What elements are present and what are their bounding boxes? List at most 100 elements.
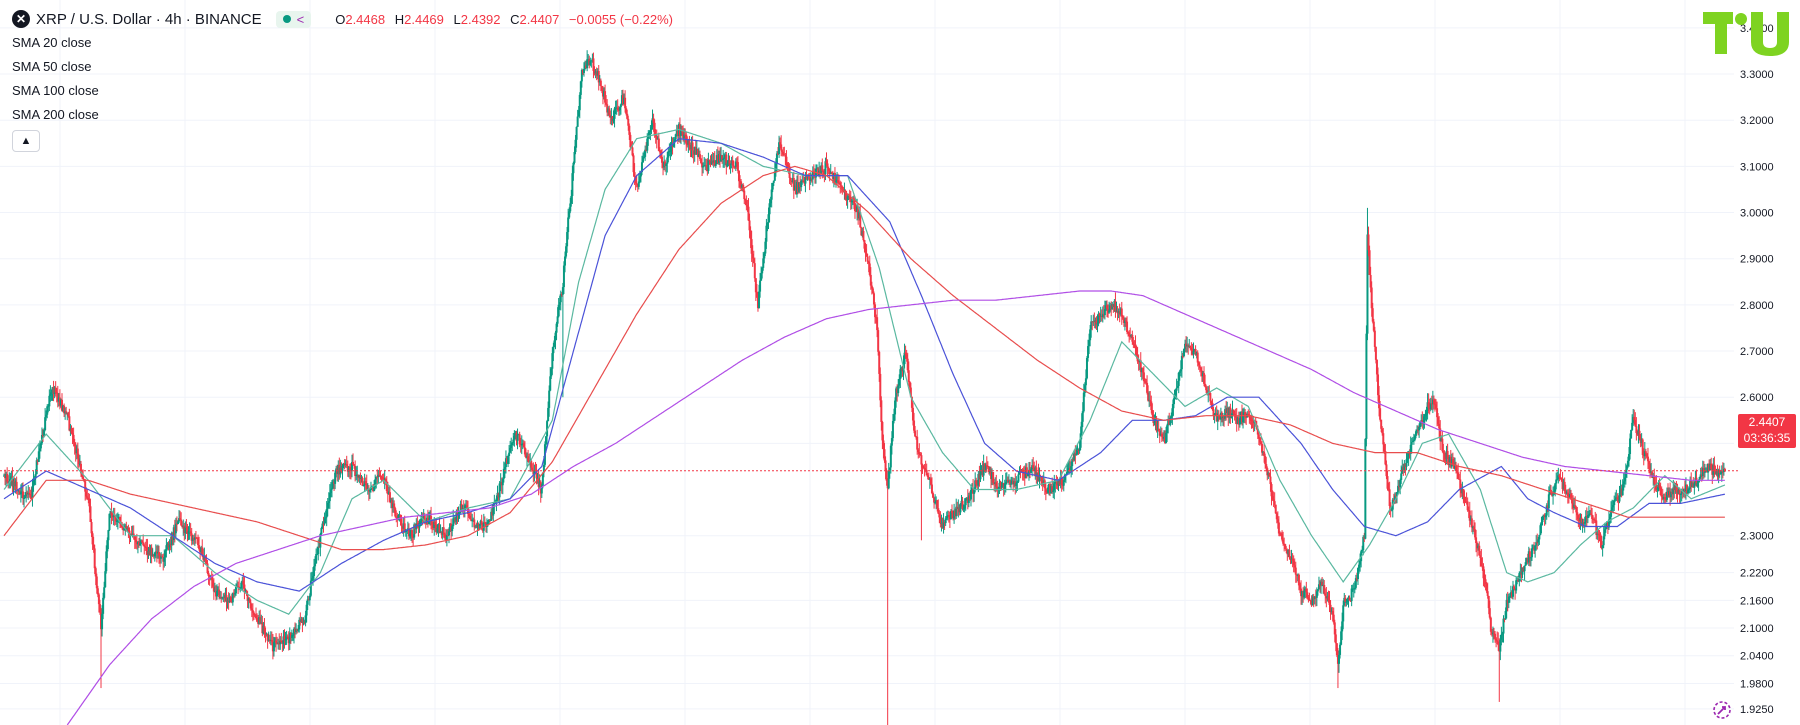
candle-body xyxy=(176,521,179,525)
candle-body xyxy=(217,589,220,591)
x-close-icon[interactable]: ✕ xyxy=(12,10,30,28)
candle-body xyxy=(208,575,211,579)
candle-body xyxy=(353,464,356,466)
candle-body xyxy=(300,619,303,622)
candle-body xyxy=(1138,360,1141,362)
candle-body xyxy=(1403,463,1406,470)
candle-body xyxy=(1421,420,1424,424)
candle-body xyxy=(1154,420,1157,422)
candle-body xyxy=(1339,644,1342,655)
candle-body xyxy=(253,615,256,617)
candle-body xyxy=(1080,421,1083,434)
candle-body xyxy=(1430,403,1433,405)
candle-body xyxy=(212,586,215,592)
candle-body xyxy=(110,510,113,516)
candle-body xyxy=(1588,513,1591,515)
candle-body xyxy=(1467,510,1470,512)
candle-body xyxy=(592,58,595,71)
indicator-sma50[interactable]: SMA 50 close xyxy=(12,58,92,74)
collapse-legend-button[interactable]: ▲ xyxy=(12,130,40,152)
candle-body xyxy=(1642,455,1645,457)
candle-body xyxy=(1304,588,1307,591)
candle-body xyxy=(1307,597,1310,599)
candle-body xyxy=(785,156,788,165)
candle-body xyxy=(728,160,731,165)
candle-body xyxy=(364,481,367,484)
candle-body xyxy=(1390,509,1393,511)
candle-body xyxy=(597,71,600,83)
candle-body xyxy=(393,503,396,509)
candle-body xyxy=(601,90,604,97)
candle-body xyxy=(1266,468,1269,476)
candle-body xyxy=(1267,472,1270,476)
candle-body xyxy=(231,592,234,603)
candle-body xyxy=(1182,349,1185,357)
candle-body xyxy=(1406,457,1409,460)
candle-body xyxy=(334,472,337,484)
candle-body xyxy=(840,185,843,187)
candle-body xyxy=(1040,477,1043,485)
candle-body xyxy=(412,537,415,539)
market-status-badge[interactable]: < xyxy=(275,10,312,28)
indicator-sma20[interactable]: SMA 20 close xyxy=(12,34,92,50)
candle-body xyxy=(1137,361,1140,363)
candle-body xyxy=(1565,492,1568,494)
candle-body xyxy=(1496,640,1499,642)
candle-body xyxy=(1662,497,1665,500)
candle-body xyxy=(1228,407,1231,418)
candle-body xyxy=(1088,340,1091,347)
candle-body xyxy=(1306,592,1309,598)
candle-body xyxy=(1001,483,1004,487)
candle-body xyxy=(444,537,447,541)
candle-body xyxy=(63,405,66,414)
candle-body xyxy=(1680,490,1683,494)
candle-body xyxy=(122,527,125,531)
candle-body xyxy=(498,483,501,498)
candle-body xyxy=(203,556,206,560)
candle-body xyxy=(945,515,948,519)
candle-body xyxy=(257,621,260,624)
candle-body xyxy=(468,513,471,516)
candle-body xyxy=(922,467,925,469)
candle-body xyxy=(79,463,82,474)
candle-body xyxy=(556,316,559,324)
candle-body xyxy=(1177,372,1180,387)
candle-body xyxy=(1010,483,1013,485)
candle-body xyxy=(512,439,515,443)
candle-body xyxy=(1685,484,1688,493)
candle-body xyxy=(392,503,395,508)
candle-body xyxy=(1722,469,1725,472)
candle-body xyxy=(103,587,106,598)
candle-body xyxy=(445,535,448,541)
candle-body xyxy=(1364,438,1367,539)
candle-body xyxy=(1072,458,1075,461)
candle-body xyxy=(790,180,793,183)
candle-body xyxy=(1179,369,1182,372)
candle-body xyxy=(1551,493,1554,496)
candle-body xyxy=(496,492,499,499)
candle-body xyxy=(1314,596,1317,598)
candle-body xyxy=(342,463,345,466)
candle-body xyxy=(1284,544,1287,549)
candle-body xyxy=(642,157,645,163)
candle-body xyxy=(919,453,922,456)
candle-body xyxy=(1005,479,1008,482)
candle-body xyxy=(742,184,745,191)
candle-body xyxy=(206,563,209,574)
candle-body xyxy=(710,160,713,164)
candle-body xyxy=(1704,471,1707,473)
candle-body xyxy=(1166,425,1169,433)
indicator-sma100[interactable]: SMA 100 close xyxy=(12,82,99,98)
candle-body xyxy=(705,165,708,167)
candle-body xyxy=(194,537,197,539)
candle-body xyxy=(516,434,519,441)
symbol-title[interactable]: XRP / U.S. Dollar · 4h · BINANCE xyxy=(36,10,262,28)
indicator-sma200[interactable]: SMA 200 close xyxy=(12,106,99,122)
candle-body xyxy=(1574,505,1577,508)
candle-body xyxy=(623,97,626,104)
rocket-icon[interactable] xyxy=(1712,700,1732,720)
candle-body xyxy=(892,414,895,421)
candle-body xyxy=(1678,489,1681,495)
candle-body xyxy=(540,485,543,494)
